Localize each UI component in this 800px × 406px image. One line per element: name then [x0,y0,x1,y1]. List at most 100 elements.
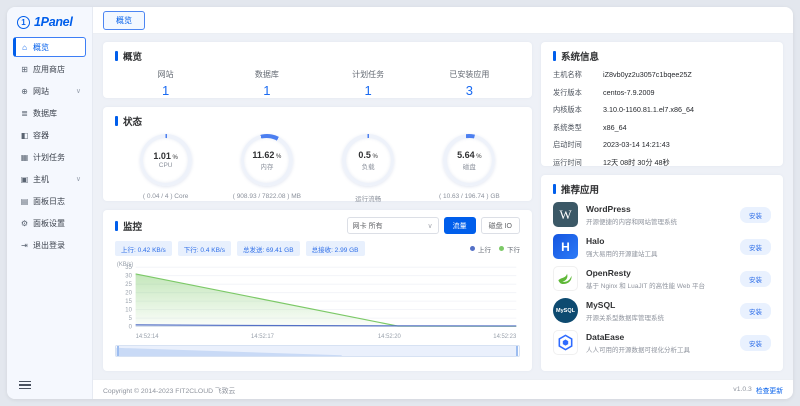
svg-text:15: 15 [125,298,132,305]
svg-text:(KB/s): (KB/s) [117,261,133,268]
sidebar-item-logout[interactable]: ⇥ 退出登录 [13,235,86,255]
download-rate-tag: 下行: 0.4 KB/s [177,241,231,256]
cronjob-icon: ▦ [20,152,29,162]
sidebar-item-container[interactable]: ◧ 容器 [13,125,86,145]
load-detail: 运行流畅 [355,196,382,203]
app-window: 1 1Panel ⌂ 概览 ⊞ 应用商店 ⊕ 网站 ∨ ≣ 数据库 ◧ [7,7,793,399]
logs-icon: ▤ [20,196,29,206]
disk-gauge-ring: 5.64 % 磁盘 [443,134,496,186]
cpu-detail: ( 0.04 / 4 ) Core [142,193,189,200]
stat-value-link[interactable]: 1 [263,83,271,98]
memory-detail: ( 908.93 / 7822.08 ) MB [232,193,302,200]
svg-text:35: 35 [125,264,132,271]
container-icon: ◧ [20,130,29,140]
sidebar-item-label: 容器 [33,130,49,140]
logo-icon: 1 [17,15,30,29]
sidebar-item-label: 数据库 [33,108,57,118]
svg-text:10: 10 [125,306,132,313]
sidebar-item-label: 计划任务 [33,152,65,162]
legend-down[interactable]: 下行 [499,244,520,254]
datazoom-selection[interactable] [117,346,518,356]
install-dataease-button[interactable]: 安装 [740,334,771,351]
sidebar-item-panel-logs[interactable]: ▤ 面板日志 [13,191,86,211]
info-row-arch: 系统类型 x86_64 [553,122,627,132]
stat-value-link[interactable]: 1 [162,83,170,98]
install-halo-button[interactable]: 安装 [740,238,771,255]
copyright-text: Copyright © 2014-2023 FIT2CLOUD 飞致云 [103,387,236,395]
app-row-dataease: DataEase 人人可用的开源数据可视化分析工具 安装 [553,330,771,355]
system-info-card: 系统信息 主机名称 iZ8vb0yz2u3057c1bqee25Z 发行版本 c… [541,42,783,167]
upload-rate-tag: 上行: 0.42 KB/s [115,241,172,256]
svg-text:5: 5 [129,315,133,322]
gear-icon: ⚙ [20,218,29,228]
sidebar-item-host[interactable]: ▣ 主机 ∨ [13,169,86,189]
chart-datazoom-slider[interactable] [115,345,520,357]
gauge-cpu: 1.01 % CPU ( 0.04 / 4 ) Core [115,134,216,203]
install-wordpress-button[interactable]: 安装 [740,206,771,223]
check-update-link[interactable]: 检查更新 [755,387,783,395]
stat-value-link[interactable]: 1 [364,83,372,98]
sidebar-item-cronjob[interactable]: ▦ 计划任务 [13,147,86,167]
sidebar-item-panel-settings[interactable]: ⚙ 面板设置 [13,213,86,233]
sidebar-item-database[interactable]: ≣ 数据库 [13,103,86,123]
sidebar-item-label: 概览 [33,42,49,52]
chevron-down-icon: ∨ [75,88,81,95]
overview-card: 概览 网站 1 数据库 1 计划任务 1 [103,42,532,98]
sidebar-item-label: 网站 [33,86,49,96]
install-openresty-button[interactable]: 安装 [740,270,771,287]
info-row-distribution: 发行版本 centos-7.9.2009 [553,87,655,97]
disk-detail: ( 10.63 / 196.74 ) GB [439,193,500,200]
chart-legend: 上行 下行 [470,244,520,254]
info-row-uptime: 运行时间 12天 08时 30分 48秒 [553,157,670,167]
stat-label: 网站 [157,70,174,79]
legend-up[interactable]: 上行 [470,244,491,254]
sidebar-item-overview[interactable]: ⌂ 概览 [13,37,86,57]
sidebar-item-label: 退出登录 [33,240,65,250]
wordpress-icon: W [553,202,578,227]
disk-io-button[interactable]: 磁盘 IO [480,217,520,234]
info-row-hostname: 主机名称 iZ8vb0yz2u3057c1bqee25Z [553,70,692,79]
stat-value-link[interactable]: 3 [465,83,473,98]
tab-overview[interactable]: 概览 [103,10,145,30]
sidebar-item-appstore[interactable]: ⊞ 应用商店 [13,59,86,79]
logout-icon: ⇥ [21,240,28,250]
traffic-button[interactable]: 流量 [443,217,476,234]
topbar: 概览 [93,7,793,34]
app-row-mysql: MySQL MySQL 开源关系型数据库管理系统 安装 [553,298,771,323]
system-info-title: 系统信息 [553,49,771,63]
datazoom-shadow [116,347,342,356]
openresty-icon [553,266,578,291]
dataease-icon [553,330,578,355]
chevron-down-icon: ∨ [75,176,81,183]
monitor-card: 监控 网卡 所有 ∨ 流量 磁盘 IO 上行: 0.42 KB/s 下行: [103,210,532,371]
database-icon: ≣ [21,108,28,118]
app-row-wordpress: W WordPress 开源便捷的内容和网站管理系统 安装 [553,202,771,227]
sidebar-item-label: 主机 [33,174,49,184]
app-row-openresty: OpenResty 基于 Nginx 和 LuaJIT 的高性能 Web 平台 … [553,266,771,291]
sidebar-collapse-button[interactable] [19,379,31,392]
brand-logo[interactable]: 1 1Panel [7,7,92,35]
sidebar: 1 1Panel ⌂ 概览 ⊞ 应用商店 ⊕ 网站 ∨ ≣ 数据库 ◧ [7,7,93,399]
svg-text:20: 20 [125,289,132,296]
install-mysql-button[interactable]: 安装 [740,302,771,319]
load-gauge-ring: 0.5 % 负载 [342,134,395,186]
legend-dot [499,246,504,251]
gauge-memory: 11.62 % 内存 ( 908.93 / 7822.08 ) MB [216,134,317,203]
stat-label: 数据库 [254,70,279,79]
recommended-apps-title: 推荐应用 [553,182,771,196]
svg-text:14:52:14: 14:52:14 [136,333,159,340]
sidebar-item-label: 面板设置 [33,218,65,228]
chevron-down-icon: ∨ [427,222,433,230]
status-card: 状态 1.01 % CPU ( 0.04 / 4 ) Core [103,107,532,203]
gauge-disk: 5.64 % 磁盘 ( 10.63 / 196.74 ) GB [419,134,520,203]
stat-cronjobs: 计划任务 1 [318,69,419,98]
appstore-icon: ⊞ [21,64,28,74]
svg-text:14:52:23: 14:52:23 [493,333,516,340]
mysql-icon: MySQL [553,298,578,323]
footer: Copyright © 2014-2023 FIT2CLOUD 飞致云 v1.0… [93,379,793,399]
status-title: 状态 [115,114,520,128]
monitor-title: 监控 [115,219,142,233]
sidebar-item-website[interactable]: ⊕ 网站 ∨ [13,81,86,101]
network-interface-select[interactable]: 网卡 所有 ∨ [346,217,439,234]
